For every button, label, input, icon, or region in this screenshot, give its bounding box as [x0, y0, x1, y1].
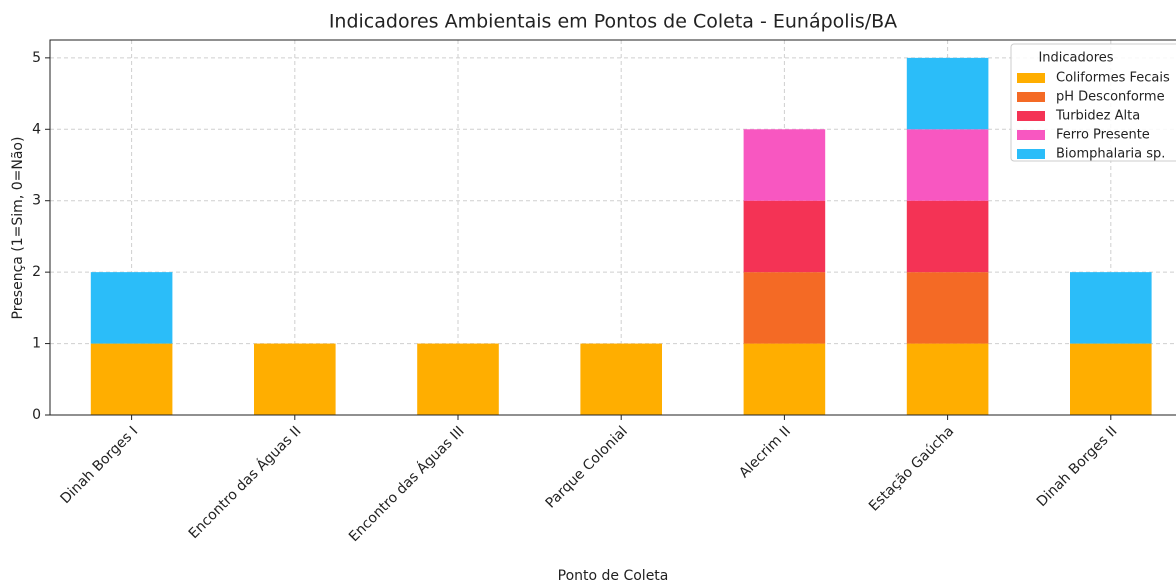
legend-swatch — [1017, 149, 1045, 159]
legend-label: pH Desconforme — [1056, 90, 1165, 105]
bar-segment — [1070, 343, 1152, 415]
legend-swatch — [1017, 111, 1045, 121]
x-axis-label: Ponto de Coleta — [558, 568, 669, 584]
x-tick-label: Encontro das Águas III — [345, 423, 467, 545]
legend-label: Ferro Presente — [1056, 128, 1150, 143]
bar-segment — [906, 57, 989, 130]
bar-segment — [90, 272, 173, 344]
bar-segment — [743, 129, 826, 201]
bar-segment — [417, 343, 499, 415]
bar-segment — [906, 200, 989, 273]
x-tick-label: Dinah Borges II — [1034, 423, 1121, 510]
legend-box — [1010, 43, 1176, 162]
bar-segment — [906, 129, 989, 201]
bar-segment — [90, 343, 173, 415]
y-tick-label: 1 — [32, 336, 41, 352]
x-tick-label: Alecrim II — [736, 423, 794, 481]
y-tick-label: 3 — [32, 193, 41, 209]
bar-segment — [580, 343, 662, 415]
legend-label: Biomphalaria sp. — [1056, 147, 1165, 162]
y-axis-label: Presença (1=Sim, 0=Não) — [10, 137, 26, 320]
x-tick-label: Parque Colonial — [543, 423, 631, 511]
legend-swatch — [1017, 130, 1045, 140]
bar-segment — [743, 343, 826, 415]
bar-segment — [1070, 272, 1152, 344]
bar-segment — [906, 343, 989, 415]
y-tick-label: 5 — [32, 50, 41, 66]
bar-segment — [743, 272, 826, 344]
plot-frame — [49, 39, 1176, 416]
legend-label: Turbidez Alta — [1055, 109, 1140, 124]
x-tick-label: Encontro das Águas II — [185, 423, 304, 542]
y-tick-label: 0 — [32, 407, 41, 423]
legend-title: Indicadores — [1038, 51, 1113, 66]
bar-segment — [906, 272, 989, 344]
x-tick-label: Dinah Borges I — [57, 423, 141, 507]
x-tick-label: Estação Gaúcha — [866, 423, 957, 514]
chart-title: Indicadores Ambientais em Pontos de Cole… — [329, 11, 897, 33]
y-tick-label: 2 — [32, 264, 41, 280]
legend-label: Coliformes Fecais — [1056, 71, 1170, 86]
legend-swatch — [1017, 73, 1045, 83]
bar-segment — [743, 200, 826, 273]
bar-segment — [254, 343, 336, 415]
legend: Indicadores Coliformes Fecais pH Desconfor… — [1010, 43, 1176, 162]
legend-swatch — [1017, 92, 1045, 102]
y-tick-label: 4 — [32, 121, 41, 137]
